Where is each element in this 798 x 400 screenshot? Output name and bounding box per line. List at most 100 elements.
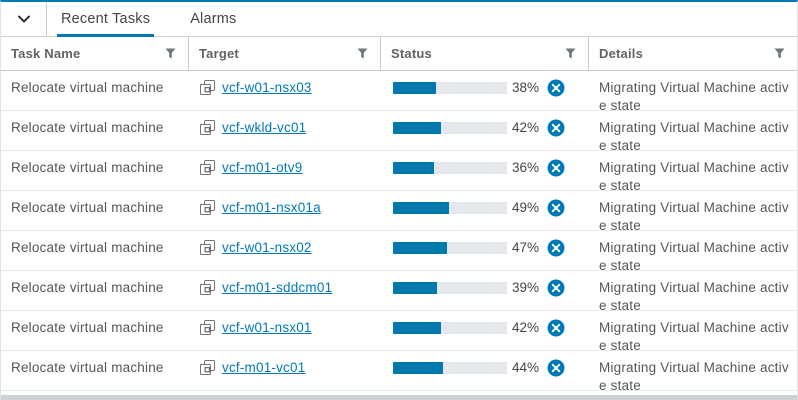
status-cell: 44%	[381, 351, 589, 390]
vm-icon	[200, 360, 215, 375]
filter-funnel-icon[interactable]	[357, 48, 368, 59]
details-cell: Migrating Virtual Machine active state	[589, 271, 798, 313]
column-header-task-name: Task Name	[1, 37, 189, 70]
progress-bar-fill	[393, 282, 438, 294]
table-row: Relocate virtual machine vcf-m01-otv9 36…	[1, 151, 798, 193]
vm-icon	[200, 200, 215, 215]
column-label: Status	[391, 46, 432, 61]
table-row: Relocate virtual machine vcf-m01-nsx01a …	[1, 191, 798, 233]
task-details: Migrating Virtual Machine active state	[599, 80, 789, 113]
tab-alarms-label: Alarms	[190, 11, 237, 27]
target-link[interactable]: vcf-w01-nsx03	[222, 80, 312, 95]
target-cell: vcf-m01-otv9	[189, 151, 381, 190]
target-link[interactable]: vcf-m01-vc01	[222, 360, 306, 375]
target-cell: vcf-w01-nsx03	[189, 71, 381, 110]
progress-percent: 47%	[511, 240, 539, 255]
task-name-cell: Relocate virtual machine	[1, 111, 189, 150]
column-label: Target	[199, 46, 239, 61]
column-header-status: Status	[381, 37, 589, 70]
target-link[interactable]: vcf-m01-nsx01a	[222, 200, 321, 215]
target-cell: vcf-m01-nsx01a	[189, 191, 381, 230]
task-name-cell: Relocate virtual machine	[1, 231, 189, 270]
details-cell: Migrating Virtual Machine active state	[589, 311, 798, 353]
table-row: Relocate virtual machine vcf-wkld-vc01 4…	[1, 111, 798, 153]
task-details: Migrating Virtual Machine active state	[599, 240, 789, 273]
vm-icon	[200, 320, 215, 335]
task-name-cell: Relocate virtual machine	[1, 311, 189, 350]
cancel-task-icon[interactable]	[547, 319, 565, 337]
status-cell: 42%	[381, 111, 589, 150]
progress-bar-fill	[393, 362, 444, 374]
progress-bar-fill	[393, 202, 449, 214]
task-name-cell: Relocate virtual machine	[1, 71, 189, 110]
target-link[interactable]: vcf-w01-nsx01	[222, 320, 312, 335]
cancel-task-icon[interactable]	[547, 359, 565, 377]
status-cell: 42%	[381, 311, 589, 350]
status-cell: 39%	[381, 271, 589, 310]
target-link[interactable]: vcf-m01-sddcm01	[222, 280, 333, 295]
progress-bar-fill	[393, 82, 437, 94]
panel-bottom-strip	[1, 395, 797, 400]
progress-percent: 42%	[511, 320, 539, 335]
task-name: Relocate virtual machine	[11, 320, 164, 335]
task-details: Migrating Virtual Machine active state	[599, 280, 789, 313]
cancel-task-icon[interactable]	[547, 159, 565, 177]
status-cell: 38%	[381, 71, 589, 110]
panel-tabs: Recent Tasks Alarms	[57, 2, 273, 37]
progress-bar-fill	[393, 122, 441, 134]
cancel-task-icon[interactable]	[547, 239, 565, 257]
column-label: Details	[599, 46, 644, 61]
column-header-details: Details	[589, 37, 797, 70]
progress-bar	[393, 122, 507, 134]
target-cell: vcf-w01-nsx02	[189, 231, 381, 270]
task-details: Migrating Virtual Machine active state	[599, 120, 789, 153]
progress-bar	[393, 362, 507, 374]
target-cell: vcf-m01-vc01	[189, 351, 381, 390]
filter-funnel-icon[interactable]	[565, 48, 576, 59]
details-cell: Migrating Virtual Machine active state	[589, 111, 798, 153]
task-name: Relocate virtual machine	[11, 280, 164, 295]
tab-recent-tasks[interactable]: Recent Tasks	[57, 2, 155, 37]
task-name: Relocate virtual machine	[11, 80, 164, 95]
progress-percent: 38%	[511, 80, 539, 95]
target-link[interactable]: vcf-wkld-vc01	[222, 120, 307, 135]
details-cell: Migrating Virtual Machine active state	[589, 151, 798, 193]
vm-icon	[200, 80, 215, 95]
cancel-task-icon[interactable]	[547, 279, 565, 297]
chevron-down-icon	[17, 15, 30, 23]
task-name: Relocate virtual machine	[11, 360, 164, 375]
tab-alarms[interactable]: Alarms	[186, 2, 240, 36]
target-link[interactable]: vcf-w01-nsx02	[222, 240, 312, 255]
progress-percent: 42%	[511, 120, 539, 135]
status-cell: 49%	[381, 191, 589, 230]
progress-percent: 36%	[511, 160, 539, 175]
filter-funnel-icon[interactable]	[165, 48, 176, 59]
status-cell: 47%	[381, 231, 589, 270]
cancel-task-icon[interactable]	[547, 199, 565, 217]
column-label: Task Name	[11, 46, 81, 61]
progress-bar	[393, 202, 507, 214]
task-rows: Relocate virtual machine vcf-w01-nsx03 3…	[1, 71, 798, 393]
task-name: Relocate virtual machine	[11, 160, 164, 175]
task-name-cell: Relocate virtual machine	[1, 351, 189, 390]
status-cell: 36%	[381, 151, 589, 190]
filter-funnel-icon[interactable]	[774, 48, 785, 59]
progress-bar-fill	[393, 162, 435, 174]
tab-recent-tasks-label: Recent Tasks	[61, 11, 151, 27]
details-cell: Migrating Virtual Machine active state	[589, 351, 798, 393]
task-details: Migrating Virtual Machine active state	[599, 320, 789, 353]
collapse-panel-button[interactable]	[1, 2, 47, 36]
details-cell: Migrating Virtual Machine active state	[589, 191, 798, 233]
progress-percent: 49%	[511, 200, 539, 215]
panel-tab-bar: Recent Tasks Alarms	[1, 2, 797, 37]
vm-icon	[200, 280, 215, 295]
cancel-task-icon[interactable]	[547, 119, 565, 137]
cancel-task-icon[interactable]	[547, 79, 565, 97]
table-row: Relocate virtual machine vcf-w01-nsx03 3…	[1, 71, 797, 113]
task-details: Migrating Virtual Machine active state	[599, 200, 789, 233]
table-header: Task Name Target Status Details	[1, 37, 797, 71]
task-details: Migrating Virtual Machine active state	[599, 160, 789, 193]
progress-percent: 39%	[511, 280, 539, 295]
target-link[interactable]: vcf-m01-otv9	[222, 160, 303, 175]
